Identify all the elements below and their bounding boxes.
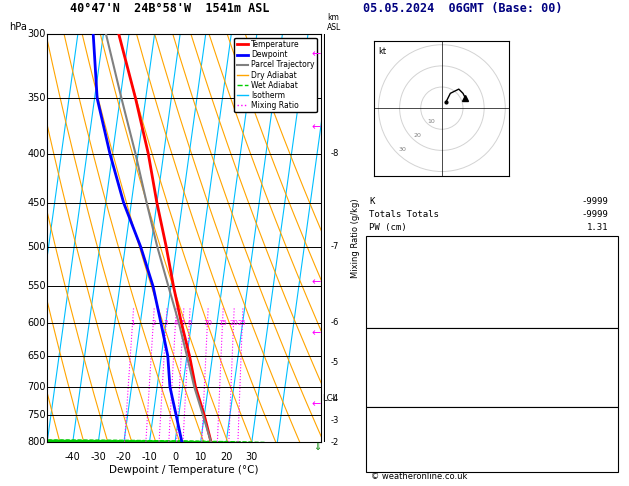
Text: 1: 1 — [603, 381, 608, 390]
Text: Dewp (°C): Dewp (°C) — [369, 262, 418, 272]
Text: 10: 10 — [428, 119, 435, 123]
Text: -10: -10 — [142, 452, 157, 463]
Text: PW (cm): PW (cm) — [369, 223, 407, 232]
Text: CIN (J): CIN (J) — [369, 315, 407, 324]
Text: 500: 500 — [27, 242, 46, 252]
Text: 143: 143 — [592, 315, 608, 324]
Text: 212°: 212° — [587, 446, 608, 455]
Text: -2: -2 — [330, 438, 338, 447]
Text: -40: -40 — [65, 452, 81, 463]
Text: 550: 550 — [27, 281, 46, 291]
Text: Totals Totals: Totals Totals — [369, 210, 439, 219]
Text: ←: ← — [311, 278, 321, 288]
Text: 05.05.2024  06GMT (Base: 00): 05.05.2024 06GMT (Base: 00) — [362, 2, 562, 16]
Text: 60: 60 — [598, 433, 608, 442]
Text: -3: -3 — [330, 417, 338, 425]
Text: 450: 450 — [27, 198, 46, 208]
Text: ←: ← — [311, 399, 321, 409]
Text: Temp (°C): Temp (°C) — [369, 249, 418, 259]
Text: Most Unstable: Most Unstable — [454, 333, 524, 342]
Text: 4: 4 — [174, 319, 178, 326]
Text: 20: 20 — [413, 133, 421, 138]
Text: 10: 10 — [203, 319, 212, 326]
Text: 30: 30 — [245, 452, 258, 463]
Text: 10: 10 — [194, 452, 207, 463]
Text: θε (K): θε (K) — [369, 354, 401, 364]
Text: 143: 143 — [592, 394, 608, 403]
Text: 300: 300 — [28, 29, 46, 39]
Text: 831: 831 — [592, 341, 608, 350]
Text: StmDir: StmDir — [369, 446, 401, 455]
Text: SREH: SREH — [369, 433, 391, 442]
Text: 1: 1 — [603, 302, 608, 311]
Text: 20: 20 — [220, 452, 232, 463]
Text: ←: ← — [311, 328, 321, 338]
Text: © weatheronline.co.uk: © weatheronline.co.uk — [371, 472, 467, 481]
Text: 6: 6 — [187, 319, 192, 326]
Text: 1: 1 — [603, 289, 608, 298]
Text: StmSpd (kt): StmSpd (kt) — [369, 459, 428, 469]
Text: hPa: hPa — [9, 21, 27, 32]
Text: K: K — [369, 197, 375, 206]
Text: ⇓: ⇓ — [313, 442, 321, 452]
Text: -9999: -9999 — [581, 210, 608, 219]
Text: 600: 600 — [28, 317, 46, 328]
Text: -20: -20 — [116, 452, 132, 463]
Text: 319: 319 — [592, 354, 608, 364]
Text: EH: EH — [369, 420, 380, 429]
Text: -6: -6 — [330, 318, 338, 327]
Text: kt: kt — [379, 47, 387, 56]
Text: θε(K): θε(K) — [369, 276, 396, 285]
Text: CAPE (J): CAPE (J) — [369, 381, 412, 390]
Text: 30: 30 — [399, 147, 406, 152]
Text: 1: 1 — [603, 367, 608, 377]
Text: Surface: Surface — [470, 242, 508, 250]
Text: 14.1: 14.1 — [587, 249, 608, 259]
Text: -4: -4 — [330, 394, 338, 403]
Text: ←: ← — [311, 122, 321, 132]
Text: Lifted Index: Lifted Index — [369, 367, 434, 377]
Text: 350: 350 — [27, 93, 46, 103]
Text: 15: 15 — [218, 319, 227, 326]
Text: 650: 650 — [27, 351, 46, 361]
Text: 3: 3 — [164, 319, 169, 326]
Text: 800: 800 — [28, 437, 46, 447]
Text: -8: -8 — [330, 149, 338, 158]
Text: km
ASL: km ASL — [327, 13, 342, 32]
Text: CIN (J): CIN (J) — [369, 394, 407, 403]
Text: -5: -5 — [330, 358, 338, 367]
Text: 1.31: 1.31 — [587, 223, 608, 232]
Text: -30: -30 — [91, 452, 106, 463]
Text: 20: 20 — [229, 319, 238, 326]
Text: 400: 400 — [28, 149, 46, 159]
Text: -7: -7 — [330, 242, 338, 251]
Text: CAPE (J): CAPE (J) — [369, 302, 412, 311]
Text: ←: ← — [311, 49, 321, 59]
Text: 5: 5 — [181, 319, 185, 326]
Text: Hodograph: Hodograph — [465, 412, 513, 421]
Text: Dewpoint / Temperature (°C): Dewpoint / Temperature (°C) — [109, 465, 259, 475]
Text: 319: 319 — [592, 276, 608, 285]
Text: Lifted Index: Lifted Index — [369, 289, 434, 298]
Text: 2: 2 — [151, 319, 155, 326]
Text: 2.7: 2.7 — [592, 262, 608, 272]
Text: 29: 29 — [598, 459, 608, 469]
Text: Mixing Ratio (g/kg): Mixing Ratio (g/kg) — [351, 198, 360, 278]
Text: Pressure (mb): Pressure (mb) — [369, 341, 439, 350]
Text: 40°47'N  24B°58'W  1541m ASL: 40°47'N 24B°58'W 1541m ASL — [70, 2, 270, 16]
Text: 1: 1 — [130, 319, 135, 326]
Text: 700: 700 — [27, 382, 46, 392]
Legend: Temperature, Dewpoint, Parcel Trajectory, Dry Adiabat, Wet Adiabat, Isotherm, Mi: Temperature, Dewpoint, Parcel Trajectory… — [235, 38, 317, 112]
Text: 0: 0 — [172, 452, 178, 463]
Text: LCL: LCL — [322, 394, 337, 403]
Text: -53: -53 — [592, 420, 608, 429]
Text: -9999: -9999 — [581, 197, 608, 206]
Text: 750: 750 — [27, 410, 46, 420]
Text: 25: 25 — [238, 319, 247, 326]
